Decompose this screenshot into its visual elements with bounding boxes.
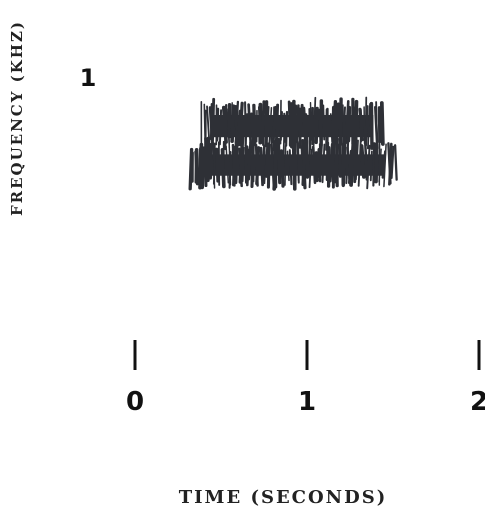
x-tick-label: 1	[298, 387, 316, 417]
spectrogram-energy	[188, 96, 398, 191]
x-axis-label: TIME (SECONDS)	[179, 487, 388, 508]
energy-band-lower	[188, 135, 398, 191]
x-axis-ticks: 0 1 2	[126, 340, 485, 417]
y-tick-label: 1	[80, 64, 97, 92]
y-axis-label: FREQUENCY (KHZ)	[8, 20, 26, 216]
energy-band-upper	[200, 96, 385, 153]
x-tick-label: 2	[470, 387, 485, 417]
x-tick-label: 0	[126, 387, 144, 417]
